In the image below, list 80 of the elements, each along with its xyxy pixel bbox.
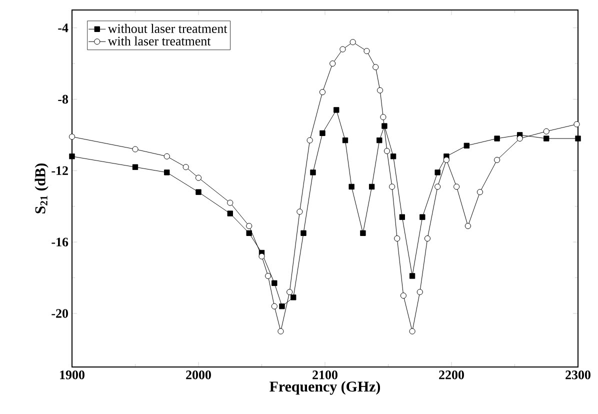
- point: [300, 230, 306, 236]
- point: [164, 170, 170, 176]
- point: [246, 230, 252, 236]
- point: [279, 303, 285, 310]
- point: [376, 87, 384, 94]
- point: [342, 137, 348, 144]
- point: [494, 136, 500, 142]
- x-axis-title: Frequency (GHz): [270, 381, 380, 395]
- point: [376, 137, 382, 144]
- point: [182, 164, 189, 170]
- point: [227, 200, 234, 206]
- x-tick-label: 2200: [439, 370, 464, 380]
- x-tick-label: 1900: [60, 370, 84, 380]
- y-tick-label: -8: [58, 94, 68, 104]
- point: [454, 184, 460, 190]
- point: [416, 288, 423, 296]
- y-tick-label: -16: [52, 238, 68, 246]
- point: [544, 136, 550, 142]
- point: [390, 154, 396, 160]
- point: [340, 46, 346, 52]
- point: [350, 39, 356, 46]
- point: [348, 184, 354, 190]
- point: [420, 214, 426, 220]
- y-tick-label: -4: [58, 24, 68, 32]
- y-tick-label: -20: [52, 309, 68, 318]
- point: [464, 222, 471, 230]
- point: [382, 123, 388, 129]
- point: [543, 128, 550, 134]
- y-tick-label: -12: [52, 166, 68, 175]
- point: [399, 214, 406, 220]
- point: [389, 184, 396, 190]
- point: [380, 114, 386, 120]
- point: [69, 154, 75, 160]
- point: [368, 184, 375, 190]
- point: [306, 137, 313, 144]
- x-tick-label: 2300: [566, 370, 590, 380]
- point: [574, 121, 580, 128]
- legend-label: without laser treatment: [108, 24, 228, 34]
- point: [330, 60, 336, 67]
- point: [227, 210, 233, 216]
- point: [246, 222, 252, 230]
- point: [434, 170, 440, 176]
- point: [434, 184, 441, 190]
- point: [394, 235, 400, 242]
- point: [443, 156, 450, 163]
- point: [400, 292, 406, 299]
- point: [310, 170, 316, 176]
- point: [360, 230, 366, 236]
- point: [272, 280, 278, 286]
- point: [320, 130, 326, 136]
- point: [575, 136, 581, 142]
- x-tick-label: 2100: [312, 370, 338, 380]
- point: [164, 153, 170, 160]
- point: [494, 156, 500, 163]
- point: [286, 288, 293, 296]
- point: [271, 303, 278, 310]
- point: [319, 89, 326, 96]
- y-axis-title: S$_{21}$ (dB): [34, 164, 48, 214]
- point: [384, 148, 390, 154]
- point: [196, 189, 202, 195]
- point: [296, 208, 303, 215]
- point: [372, 64, 379, 70]
- point: [68, 134, 76, 140]
- point: [464, 142, 470, 148]
- point: [409, 328, 416, 334]
- x-tick-label: 2000: [186, 370, 211, 380]
- point: [258, 253, 265, 260]
- point: [278, 328, 284, 334]
- point: [195, 174, 202, 181]
- point: [334, 107, 340, 113]
- point: [409, 273, 416, 279]
- point: [364, 48, 370, 54]
- point: [132, 146, 138, 152]
- point: [424, 235, 431, 242]
- point: [476, 189, 484, 196]
- point: [290, 294, 296, 300]
- point: [132, 164, 138, 170]
- point: [516, 135, 523, 142]
- point: [265, 272, 272, 280]
- legend-label: with laser treatment: [108, 36, 211, 46]
